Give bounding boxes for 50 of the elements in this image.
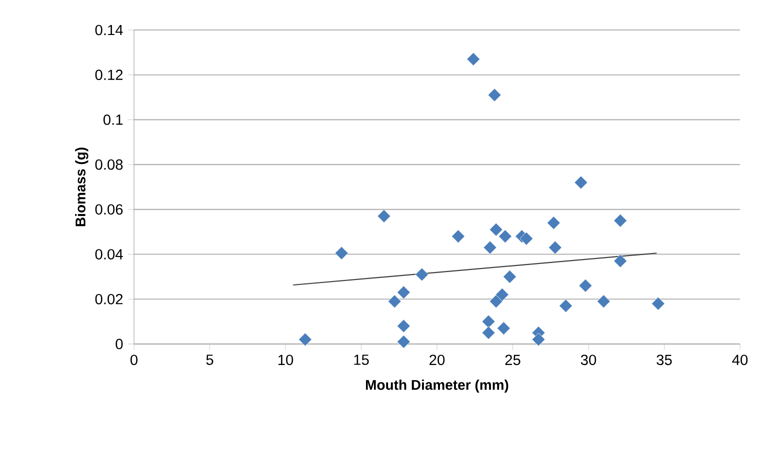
x-tick-label: 0: [130, 354, 138, 366]
x-axis-title: Mouth Diameter (mm): [366, 380, 508, 393]
point: [614, 214, 627, 228]
point: [334, 246, 348, 260]
x-tick-label: 5: [206, 354, 214, 365]
point: [489, 222, 503, 236]
point: [578, 278, 592, 292]
point: [596, 294, 610, 308]
point: [574, 176, 588, 190]
point: [466, 52, 480, 66]
point: [489, 294, 503, 308]
point: [496, 322, 510, 335]
point: [652, 296, 665, 310]
point: [488, 88, 502, 102]
point: [503, 270, 516, 284]
x-tick-label: 30: [580, 354, 596, 366]
point: [498, 230, 512, 244]
point: [482, 326, 496, 340]
point: [396, 319, 410, 333]
point: [520, 232, 534, 246]
x-tick-label: 15: [354, 354, 369, 365]
y-tick-label: 0.04: [95, 249, 123, 260]
x-tick-label: 25: [505, 354, 520, 366]
point: [452, 230, 465, 244]
y-tick-label: 0.12: [95, 70, 123, 80]
point: [548, 240, 562, 254]
y-tick-label: 0.02: [95, 294, 123, 304]
y-tick-label: 0.1: [103, 114, 123, 125]
point: [388, 294, 402, 308]
point: [532, 332, 546, 346]
point: [396, 335, 410, 348]
point: [298, 332, 312, 346]
y-tick-label: 0.14: [95, 24, 123, 36]
y-axis-title: Biomass (g): [75, 148, 88, 226]
point: [377, 209, 391, 223]
point: [415, 268, 429, 282]
point: [495, 288, 509, 302]
point: [559, 299, 572, 313]
x-tick-label: 35: [656, 354, 672, 366]
point: [546, 216, 560, 230]
point: [614, 254, 627, 268]
y-tick-label: 0.06: [95, 204, 123, 215]
x-tick-label: 10: [278, 354, 294, 366]
point: [483, 240, 497, 254]
point: [396, 286, 410, 300]
y-tick-label: 0: [116, 338, 123, 350]
y-tick-label: 0.08: [95, 159, 123, 170]
x-tick-label: 40: [732, 354, 748, 366]
point: [482, 314, 496, 328]
x-tick-label: 20: [430, 354, 445, 366]
